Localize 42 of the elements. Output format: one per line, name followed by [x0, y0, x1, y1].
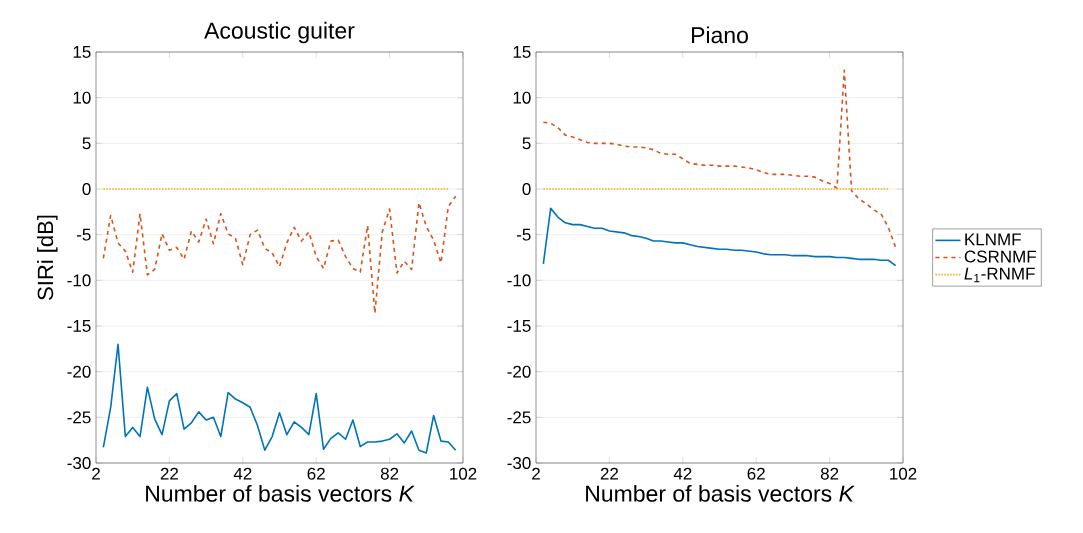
- y-tick-label: -15: [67, 320, 91, 332]
- x-tick-label: 22: [600, 467, 618, 480]
- x-tick-label: 82: [380, 467, 399, 480]
- x-tick-label: 22: [160, 467, 178, 480]
- chart-title: Piano: [691, 26, 748, 44]
- x-axis-title: Number of basis vectors K: [586, 484, 855, 502]
- line-series: [102, 195, 457, 315]
- x-tick-label: 82: [820, 467, 839, 480]
- x-tick-label: 2: [532, 467, 540, 480]
- x-tick-label: 102: [890, 467, 917, 480]
- y-tick-label: -25: [507, 411, 531, 424]
- y-tick-label: -5: [76, 228, 91, 241]
- legend-label: CSRNMF: [964, 250, 1036, 263]
- y-tick-label: 0: [82, 182, 91, 196]
- y-tick-label: -15: [507, 320, 531, 332]
- chart-title: Acoustic guiter: [204, 21, 355, 44]
- y-tick-label: -20: [67, 365, 91, 378]
- legend-label: KLNMF: [965, 233, 1021, 246]
- y-tick-label: 5: [522, 137, 531, 150]
- x-tick-label: 102: [450, 467, 477, 480]
- y-tick-label: -10: [507, 274, 531, 287]
- y-tick-label: -25: [67, 411, 91, 424]
- line-series: [102, 343, 457, 454]
- y-axis-title: SIRi [dB]: [37, 215, 58, 300]
- legend-label: L$_{1}$-RNMF: [964, 267, 1035, 283]
- y-tick-label: 15: [73, 46, 91, 58]
- x-tick-label: 42: [673, 467, 692, 480]
- y-tick-label: -5: [516, 228, 531, 241]
- y-tick-label: 5: [82, 137, 91, 150]
- x-axis-title: Number of basis vectors K: [146, 484, 415, 502]
- x-tick-label: 42: [233, 467, 252, 480]
- y-tick-label: 15: [513, 46, 531, 58]
- y-tick-label: -10: [67, 274, 91, 287]
- x-tick-label: 2: [92, 467, 100, 480]
- y-tick-label: 10: [73, 91, 91, 104]
- y-tick-label: -30: [507, 456, 531, 470]
- y-tick-label: -30: [67, 456, 91, 470]
- y-tick-label: -20: [507, 365, 531, 378]
- x-tick-label: 62: [747, 467, 765, 480]
- x-tick-label: 62: [307, 467, 325, 480]
- y-tick-label: 0: [522, 182, 531, 196]
- y-tick-label: 10: [513, 91, 531, 104]
